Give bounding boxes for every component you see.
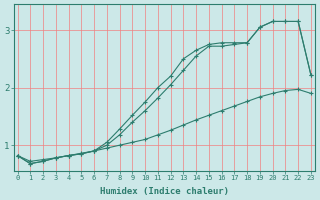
X-axis label: Humidex (Indice chaleur): Humidex (Indice chaleur) <box>100 187 229 196</box>
